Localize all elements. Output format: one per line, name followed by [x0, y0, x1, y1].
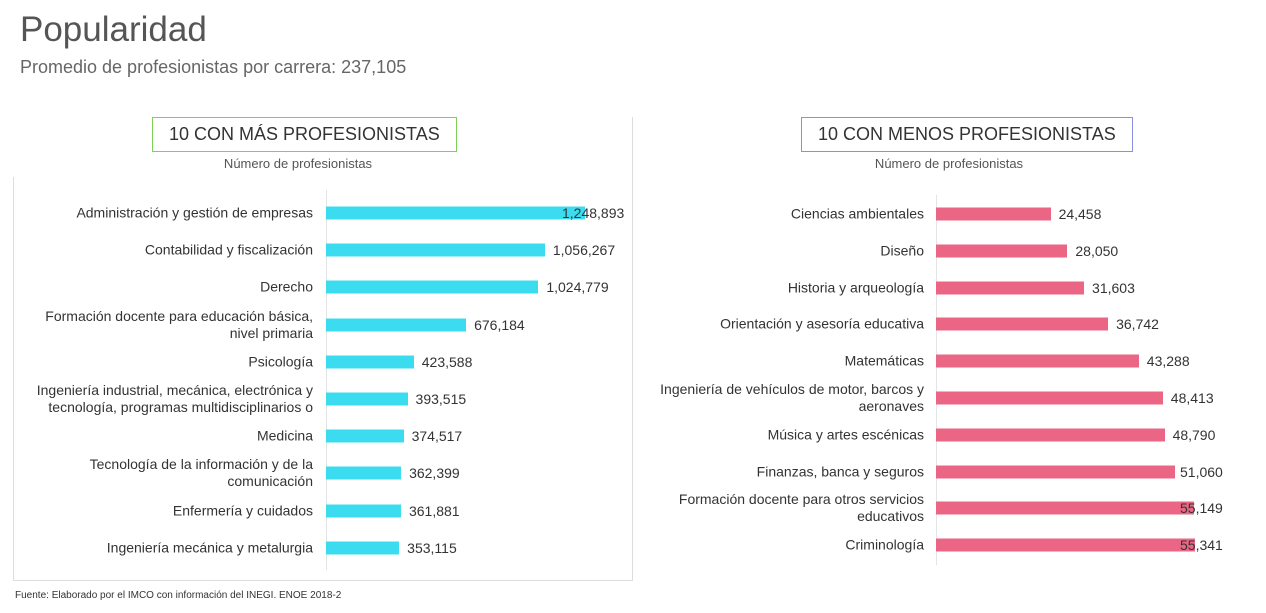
category-label: Diseño	[880, 242, 924, 259]
value-label: 31,603	[1092, 279, 1135, 296]
value-label: 24,458	[1058, 206, 1102, 222]
bar	[326, 429, 404, 443]
value-label: 48,790	[1172, 426, 1216, 443]
category-label: Derecho	[260, 278, 313, 295]
bar	[326, 280, 539, 294]
category-label: Orientación y asesoría educativa	[720, 315, 924, 332]
category-label: Administración y gestión de empresas	[76, 204, 313, 221]
axis-line	[936, 195, 937, 565]
category-label: Psicología	[248, 353, 313, 370]
value-label: 374,517	[411, 428, 463, 445]
value-label: 353,115	[407, 539, 457, 556]
value-label: 362,399	[409, 465, 460, 482]
category-label: Criminología	[845, 536, 924, 553]
bar	[936, 428, 1165, 442]
panel-border	[13, 177, 14, 580]
category-label: Ingeniería industrial, mecánica, electró…	[36, 382, 313, 415]
value-label: 55,149	[1180, 500, 1223, 517]
bar	[326, 318, 467, 332]
value-label: 51,060	[1180, 463, 1223, 480]
value-label: 55,341	[1180, 537, 1223, 554]
panel-border	[13, 580, 633, 581]
divider	[632, 117, 633, 580]
value-label: 1,056,267	[552, 242, 616, 259]
bar	[936, 317, 1109, 331]
category-label: Formación docente para educación básica,…	[45, 307, 313, 341]
value-label: 393,515	[415, 391, 467, 407]
axis-line	[326, 190, 327, 570]
bar	[936, 354, 1139, 368]
page-title: Popularidad	[20, 10, 207, 49]
category-label: Ciencias ambientales	[790, 205, 924, 222]
value-label: 1,248,893	[562, 205, 625, 221]
value-label: 48,413	[1170, 390, 1214, 406]
bar	[936, 391, 1163, 405]
bar	[326, 243, 545, 257]
category-label: Historia y arqueología	[787, 279, 924, 296]
axis-label: Número de profesionistas	[223, 156, 373, 171]
category-label: Formación docente para otros servicios e…	[678, 491, 924, 525]
bar	[326, 541, 400, 555]
category-label: Música y artes escénicas	[767, 426, 924, 443]
bar	[936, 465, 1176, 479]
bar	[936, 501, 1195, 515]
bar	[326, 392, 408, 406]
value-label: 36,742	[1116, 316, 1159, 333]
chart-title: 10 CON MÁS PROFESIONISTAS	[152, 117, 457, 152]
bar	[326, 466, 402, 480]
bar	[326, 355, 414, 369]
value-label: 423,588	[421, 353, 473, 370]
bar	[936, 207, 1051, 221]
value-label: 43,288	[1146, 353, 1190, 370]
chart-title: 10 CON MENOS PROFESIONISTAS	[801, 117, 1133, 152]
value-label: 676,184	[474, 316, 525, 333]
bar	[326, 206, 585, 220]
category-label: Ingeniería mecánica y metalurgia	[106, 539, 313, 556]
source: Fuente: Elaborado por el IMCO con inform…	[15, 590, 342, 601]
category-label: Enfermería y cuidados	[172, 502, 313, 519]
value-label: 361,881	[408, 502, 460, 519]
bar	[936, 538, 1196, 552]
category-label: Ingeniería de vehículos de motor, barcos…	[660, 381, 924, 414]
subtitle: Promedio de profesionistas por carrera: …	[20, 57, 407, 77]
category-label: Finanzas, banca y seguros	[756, 463, 924, 480]
value-label: 1,024,779	[546, 279, 609, 296]
category-label: Tecnología de la información y de la com…	[89, 456, 313, 490]
category-label: Matemáticas	[844, 352, 924, 369]
value-label: 28,050	[1075, 242, 1119, 259]
axis-label: Número de profesionistas	[874, 156, 1024, 171]
bar	[326, 504, 401, 518]
category-label: Contabilidad y fiscalización	[144, 241, 313, 258]
bar	[936, 281, 1085, 295]
bar	[936, 244, 1068, 258]
category-label: Medicina	[256, 427, 313, 444]
